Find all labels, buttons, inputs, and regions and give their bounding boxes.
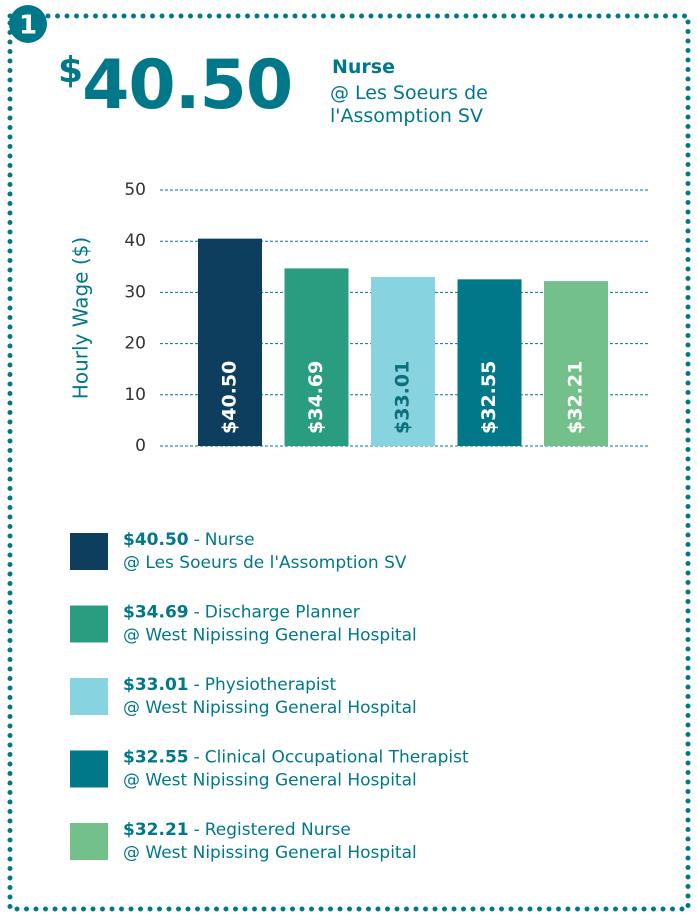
legend-title: $32.55- Clinical Occupational Therapist [123, 748, 469, 768]
legend-separator: - [194, 603, 200, 623]
legend-location: @ Les Soeurs de l'Assomption SV [123, 553, 407, 573]
legend-value: $32.55 [123, 748, 189, 768]
legend-name: Clinical Occupational Therapist [205, 748, 469, 768]
legend-swatch [70, 605, 108, 643]
legend-separator: - [194, 748, 200, 768]
bar-value-label: $33.01 [392, 361, 414, 434]
y-tick-label: 40 [124, 231, 146, 251]
legend-name: Discharge Planner [205, 603, 360, 623]
y-tick-label: 50 [124, 180, 146, 200]
legend-swatch [70, 533, 108, 570]
bar [544, 281, 608, 446]
legend-name: Physiotherapist [205, 675, 337, 695]
legend-value: $40.50 [123, 530, 189, 550]
y-tick-label: 20 [124, 334, 146, 354]
headline-location: @ Les Soeurs de l'Assomption SV [330, 82, 488, 127]
legend-title: $34.69- Discharge Planner [123, 603, 360, 623]
bar-value-label: $34.69 [305, 361, 327, 434]
legend-name: Registered Nurse [205, 820, 351, 840]
bar-value-label: $32.21 [565, 361, 587, 434]
legend-title: $32.21- Registered Nurse [123, 820, 351, 840]
bar-value-label: $32.55 [478, 361, 500, 434]
y-tick-label: 0 [135, 436, 146, 456]
legend-swatch [70, 678, 108, 715]
badge-number: 1 [19, 11, 37, 41]
legend-value: $32.21 [123, 820, 189, 840]
y-axis-label: Hourly Wage ($) [69, 237, 93, 399]
bar [198, 238, 262, 446]
bar [371, 276, 435, 446]
legend-value: $34.69 [123, 603, 189, 623]
bar [457, 279, 522, 446]
dotted-border [7, 13, 691, 912]
legend-separator: - [194, 530, 200, 550]
legend-location: @ West Nipissing General Hospital [123, 698, 417, 718]
badge-circle [9, 5, 47, 43]
legend-location: @ West Nipissing General Hospital [123, 843, 417, 863]
bar [284, 268, 349, 446]
headline-value: $40.50 [58, 46, 293, 125]
legend-value: $33.01 [123, 675, 189, 695]
y-tick-label: 10 [124, 385, 146, 405]
legend-title: $33.01- Physiotherapist [123, 675, 336, 695]
y-tick-label: 30 [124, 282, 146, 302]
legend-separator: - [194, 675, 200, 695]
legend-title: $40.50- Nurse [123, 530, 255, 550]
legend-location: @ West Nipissing General Hospital [123, 626, 417, 646]
legend-location: @ West Nipissing General Hospital [123, 771, 417, 791]
legend-separator: - [194, 820, 200, 840]
legend-swatch [70, 750, 108, 788]
legend-name: Nurse [205, 530, 255, 550]
bar-value-label: $40.50 [219, 361, 241, 434]
legend-swatch [70, 823, 108, 860]
headline-title: Nurse [332, 56, 395, 78]
